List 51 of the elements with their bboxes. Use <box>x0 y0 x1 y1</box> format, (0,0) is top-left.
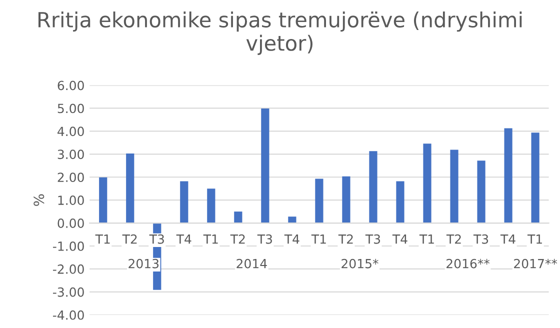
x-tick-label: T1 <box>527 234 542 244</box>
bar <box>99 177 108 224</box>
y-tick-label: -3.00 <box>53 287 84 297</box>
bar <box>477 160 486 224</box>
x-tick-label: T2 <box>230 234 245 244</box>
y-tick-label: 5.00 <box>58 104 84 114</box>
annotation: 2014 <box>236 258 267 268</box>
y-tick-label: 2.00 <box>58 172 84 182</box>
y-tick-label: -4.00 <box>53 310 84 320</box>
bar <box>234 212 242 224</box>
bar <box>396 181 404 224</box>
annotation: 2013 <box>128 258 159 268</box>
bar <box>180 181 188 224</box>
x-tick-label: T4 <box>284 234 300 244</box>
x-tick-label: T2 <box>122 234 137 244</box>
chart-title: Rritja ekonomike sipas tremujorëve (ndryshimi vjetor) <box>38 11 522 55</box>
bar <box>531 132 540 224</box>
y-tick-label: -2.00 <box>53 264 84 274</box>
y-tick-label: 1.00 <box>58 196 84 206</box>
x-tick-label: T1 <box>95 234 110 244</box>
x-tick-label: T3 <box>149 234 164 244</box>
x-tick-label: T3 <box>365 234 380 244</box>
x-tick-label: T4 <box>500 234 516 244</box>
bar <box>369 151 378 224</box>
bar <box>342 176 350 224</box>
bar <box>207 188 216 224</box>
bar <box>288 216 296 224</box>
x-tick-label: T3 <box>257 234 272 244</box>
y-tick-label: -1.00 <box>53 241 84 251</box>
y-axis-title: % <box>34 194 44 206</box>
bar <box>504 128 512 224</box>
annotation: 2016** <box>446 258 490 268</box>
annotation: 2015* <box>342 258 378 268</box>
x-tick-label: T3 <box>473 234 488 244</box>
bar <box>315 178 324 224</box>
x-tick-label: T1 <box>311 234 326 244</box>
bar <box>261 108 270 224</box>
x-tick-label: T4 <box>176 234 192 244</box>
bar <box>450 150 458 224</box>
y-tick-label: 0.00 <box>58 218 84 228</box>
y-tick-label: 4.00 <box>58 126 84 136</box>
x-tick-label: T2 <box>338 234 353 244</box>
bar <box>423 144 432 224</box>
x-tick-label: T1 <box>203 234 218 244</box>
y-tick-label: 3.00 <box>58 150 84 160</box>
annotation: 2017** <box>514 258 558 268</box>
x-tick-label: T4 <box>392 234 408 244</box>
x-tick-label: T1 <box>419 234 434 244</box>
y-tick-label: 6.00 <box>58 80 84 90</box>
x-tick-label: T2 <box>446 234 461 244</box>
bar <box>126 153 134 224</box>
